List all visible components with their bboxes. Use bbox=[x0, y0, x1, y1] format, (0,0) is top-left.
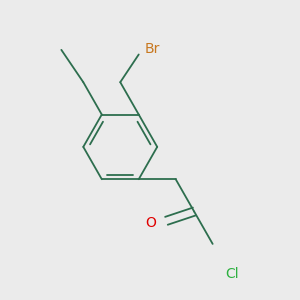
Text: Br: Br bbox=[145, 42, 160, 56]
Text: O: O bbox=[145, 216, 156, 230]
Text: Cl: Cl bbox=[226, 266, 239, 280]
